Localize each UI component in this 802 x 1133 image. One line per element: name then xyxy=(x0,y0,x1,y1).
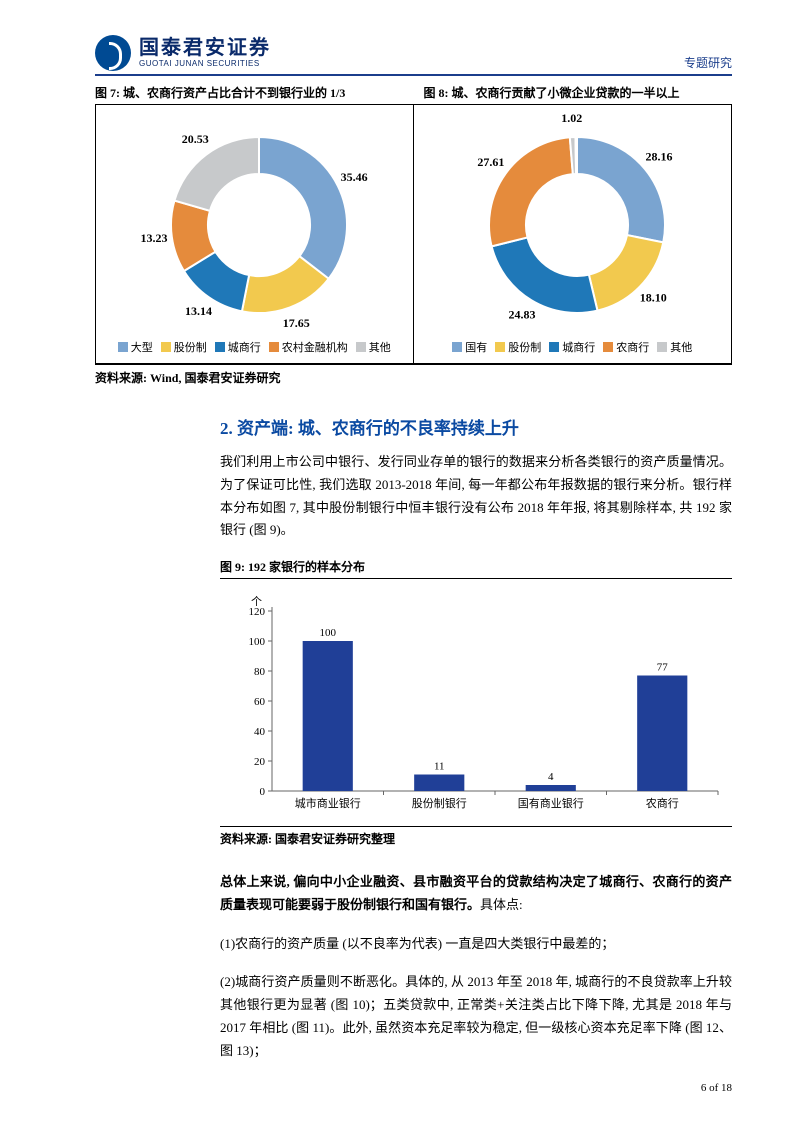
y-tick-label: 100 xyxy=(249,636,266,648)
donut-value-label: 20.53 xyxy=(182,132,209,146)
donuts-row: 35.46 17.65 13.14 13.23 20.53 大型 股份制 城商行 农村金融机构… xyxy=(95,104,732,364)
fig7-title: 图 7: 城、农商行资产占比合计不到银行业的 1/3 xyxy=(95,84,404,101)
donut-titles-row: 图 7: 城、农商行资产占比合计不到银行业的 1/3 图 8: 城、农商行贡献了… xyxy=(95,84,732,101)
bar-value-label: 100 xyxy=(320,627,337,639)
legend-swatch xyxy=(452,342,462,352)
fig9-title-text: 192 家银行的样本分布 xyxy=(248,560,365,574)
legend-label: 国有 xyxy=(465,339,487,355)
fig8-cell: 28.16 18.10 24.83 27.61 1.02 国有 股份制 城商行 农商行 其他 xyxy=(414,105,732,363)
y-tick-label: 20 xyxy=(254,756,266,768)
logo-block: 国泰君安证券 GUOTAI JUNAN SECURITIES xyxy=(95,35,271,71)
logo-en: GUOTAI JUNAN SECURITIES xyxy=(139,60,271,68)
source-fig7-8: 资料来源: Wind, 国泰君安证券研究 xyxy=(95,364,732,386)
legend-item: 股份制 xyxy=(161,339,207,355)
legend-label: 其他 xyxy=(369,339,391,355)
donut-value-label: 13.14 xyxy=(185,304,212,318)
legend-swatch xyxy=(215,342,225,352)
donut-slice xyxy=(489,137,573,246)
legend-item: 大型 xyxy=(118,339,153,355)
legend-item: 城商行 xyxy=(215,339,261,355)
fig7-cell: 35.46 17.65 13.14 13.23 20.53 大型 股份制 城商行 农村金融机构… xyxy=(96,105,414,363)
logo-icon xyxy=(95,35,131,71)
fig9-chart-wrap: 020406080100120个100城市商业银行11股份制银行4国有商业银行7… xyxy=(220,585,732,824)
bar xyxy=(414,775,464,792)
legend-label: 股份制 xyxy=(174,339,207,355)
y-tick-label: 0 xyxy=(260,786,266,798)
bar-value-label: 77 xyxy=(657,662,669,674)
legend-swatch xyxy=(495,342,505,352)
section-para1: 我们利用上市公司中银行、发行同业存单的银行的数据来分析各类银行的资产质量情况。为… xyxy=(220,451,732,542)
body2-p2: (2)城商行资产质量则不断恶化。具体的, 从 2013 年至 2018 年, 城… xyxy=(220,971,732,1062)
legend-swatch xyxy=(269,342,279,352)
legend-swatch xyxy=(603,342,613,352)
legend-swatch xyxy=(657,342,667,352)
x-category-label: 农商行 xyxy=(646,796,679,810)
body2-lead-bold: 总体上来说, 偏向中小企业融资、县市融资平台的贷款结构决定了城商行、农商行的资产… xyxy=(220,874,732,912)
x-category-label: 股份制银行 xyxy=(412,796,467,810)
fig8-donut-chart: 28.16 18.10 24.83 27.61 1.02 xyxy=(427,113,717,333)
legend-label: 农村金融机构 xyxy=(282,339,348,355)
y-tick-label: 60 xyxy=(254,696,266,708)
fig7-donut-chart: 35.46 17.65 13.14 13.23 20.53 xyxy=(109,113,399,333)
y-tick-label: 40 xyxy=(254,726,266,738)
donut-value-label: 1.02 xyxy=(561,113,582,125)
legend-label: 大型 xyxy=(131,339,153,355)
donut-slice xyxy=(259,137,347,279)
legend-item: 股份制 xyxy=(495,339,541,355)
donut-slice xyxy=(492,237,598,313)
fig9-bar-chart: 020406080100120个100城市商业银行11股份制银行4国有商业银行7… xyxy=(228,589,728,819)
donut-value-label: 27.61 xyxy=(478,155,505,169)
body2-p1: (1)农商行的资产质量 (以不良率为代表) 一直是四大类银行中最差的； xyxy=(220,933,732,956)
page-header: 国泰君安证券 GUOTAI JUNAN SECURITIES 专题研究 xyxy=(95,35,732,76)
legend-item: 城商行 xyxy=(549,339,595,355)
legend-label: 其他 xyxy=(670,339,692,355)
donut-value-label: 35.46 xyxy=(341,170,368,184)
bar xyxy=(637,676,687,792)
legend-label: 城商行 xyxy=(562,339,595,355)
donut-value-label: 17.65 xyxy=(283,316,310,330)
donut-slice xyxy=(576,137,578,174)
legend-swatch xyxy=(118,342,128,352)
logo-cn: 国泰君安证券 xyxy=(139,38,271,58)
legend-swatch xyxy=(161,342,171,352)
donut-value-label: 13.23 xyxy=(141,231,168,245)
body2-lead: 总体上来说, 偏向中小企业融资、县市融资平台的贷款结构决定了城商行、农商行的资产… xyxy=(220,871,732,917)
legend-item: 农村金融机构 xyxy=(269,339,348,355)
donut-value-label: 24.83 xyxy=(509,307,536,321)
fig8-legend: 国有 股份制 城商行 农商行 其他 xyxy=(452,339,692,355)
logo-text: 国泰君安证券 GUOTAI JUNAN SECURITIES xyxy=(139,38,271,68)
y-tick-label: 80 xyxy=(254,666,266,678)
legend-item: 国有 xyxy=(452,339,487,355)
page-footer: 6 of 18 xyxy=(95,1082,732,1094)
legend-label: 股份制 xyxy=(508,339,541,355)
x-category-label: 城市商业银行 xyxy=(295,796,361,810)
legend-item: 农商行 xyxy=(603,339,649,355)
legend-swatch xyxy=(356,342,366,352)
donut-slice xyxy=(175,137,260,211)
x-category-label: 国有商业银行 xyxy=(518,796,584,810)
bar xyxy=(303,641,353,791)
source-fig9: 资料来源: 国泰君安证券研究整理 xyxy=(220,826,732,847)
legend-item: 其他 xyxy=(356,339,391,355)
bar xyxy=(526,785,576,791)
bar-value-label: 4 xyxy=(548,771,554,783)
y-unit-label: 个 xyxy=(251,595,262,608)
fig9-title-prefix: 图 9: xyxy=(220,560,248,574)
header-category: 专题研究 xyxy=(684,54,732,71)
legend-label: 城商行 xyxy=(228,339,261,355)
bar-value-label: 11 xyxy=(434,761,445,773)
fig8-title: 图 8: 城、农商行贡献了小微企业贷款的一半以上 xyxy=(424,84,733,101)
fig9-title: 图 9: 192 家银行的样本分布 xyxy=(220,558,732,579)
fig7-legend: 大型 股份制 城商行 农村金融机构 其他 xyxy=(118,339,391,355)
donut-value-label: 28.16 xyxy=(646,150,673,164)
legend-swatch xyxy=(549,342,559,352)
body2-lead-tail: 具体点: xyxy=(480,897,523,912)
section-heading: 2. 资产端: 城、农商行的不良率持续上升 xyxy=(220,414,732,439)
legend-item: 其他 xyxy=(657,339,692,355)
donut-value-label: 18.10 xyxy=(640,290,667,304)
legend-label: 农商行 xyxy=(616,339,649,355)
